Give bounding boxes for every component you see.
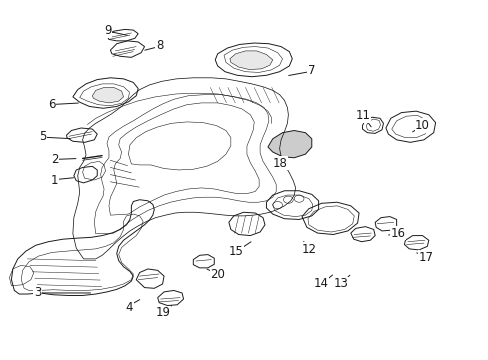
- Text: 7: 7: [307, 64, 315, 77]
- Text: 10: 10: [414, 119, 429, 132]
- Polygon shape: [267, 131, 311, 158]
- Text: 2: 2: [51, 153, 58, 166]
- Text: 15: 15: [228, 245, 243, 258]
- Text: 14: 14: [313, 278, 328, 291]
- Text: 13: 13: [333, 278, 347, 291]
- Text: 16: 16: [390, 226, 405, 239]
- Text: 12: 12: [302, 243, 316, 256]
- Polygon shape: [92, 87, 123, 103]
- Text: 11: 11: [355, 109, 369, 122]
- Text: 18: 18: [272, 157, 287, 170]
- Text: 20: 20: [210, 268, 225, 281]
- Text: 1: 1: [51, 174, 58, 186]
- Text: 8: 8: [156, 39, 163, 52]
- Text: 4: 4: [125, 301, 133, 314]
- Text: 6: 6: [48, 98, 56, 111]
- Text: 17: 17: [418, 251, 433, 264]
- Text: 3: 3: [34, 287, 41, 300]
- Text: 9: 9: [104, 24, 112, 37]
- Text: 5: 5: [39, 130, 46, 144]
- Text: 19: 19: [155, 306, 170, 319]
- Polygon shape: [229, 51, 272, 69]
